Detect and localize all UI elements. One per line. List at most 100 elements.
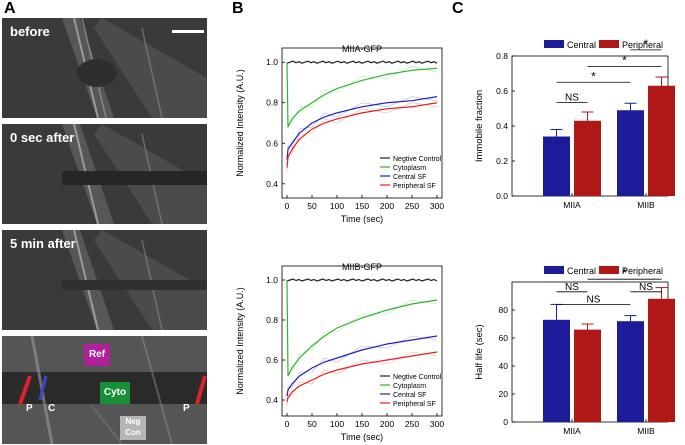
- roi-c-line: [38, 375, 48, 401]
- micrograph-roi: Ref Cyto Neg Con P C P: [2, 336, 207, 444]
- halflife-ytick-label-0: 0: [503, 417, 508, 427]
- miia-xtick-label-3: 150: [355, 201, 369, 211]
- roi-c-label: C: [48, 403, 56, 414]
- miia-legend-label-1: Cytoplasm: [393, 165, 426, 172]
- bar-chart-immobile-fraction: 0.0 0.2 0.4 0.6 0.8 Immobile fraction MIIA MIIB…: [474, 37, 675, 210]
- halflife-bar-MIIB-Peripheral: [648, 298, 675, 422]
- miib-xtick-label-6: 300: [430, 419, 444, 429]
- miia-xtick-label-2: 100: [330, 201, 344, 211]
- miib-xtick-label-3: 150: [355, 419, 369, 429]
- immobile-ytick-label-0: 0.0: [496, 191, 508, 201]
- miia-xtick-label-0: 0: [285, 201, 290, 211]
- miia-series-1-line: [286, 62, 438, 128]
- micrograph-5min-texture: [2, 230, 207, 330]
- roi-neg-con-line1: Neg: [125, 417, 141, 426]
- immobile-ylabel: Immobile fraction: [474, 90, 485, 162]
- immobile-ytick-label-4: 0.8: [496, 51, 508, 61]
- miia-series-1-noise: [286, 65, 438, 124]
- immobile-annotation-label-2: *: [622, 54, 627, 68]
- halflife-ytick-label-2: 40: [499, 361, 509, 371]
- roi-lines: [18, 375, 207, 405]
- miib-title: MIIB-GFP: [342, 262, 382, 272]
- miib-ytick-label-0: 0.4: [266, 395, 278, 405]
- immobile-annotation-label-0: NS: [565, 92, 579, 103]
- immobile-legend-swatch-0: [544, 40, 564, 48]
- roi-p-left-label: P: [26, 403, 33, 414]
- halflife-bar-MIIB-Central: [617, 321, 644, 422]
- miia-legend-label-0: Negtive Control: [393, 156, 442, 163]
- miia-ytick-label-1: 0.6: [266, 138, 278, 148]
- miia-legend-label-3: Peripheral SF: [393, 183, 436, 190]
- halflife-xtick-label-0: MIIA: [563, 426, 581, 436]
- panel-letter-a: A: [4, 0, 16, 17]
- miia-legend-label-2: Central SF: [393, 174, 426, 181]
- halflife-xtick-label-1: MIIB: [637, 426, 655, 436]
- roi-ref: Ref: [84, 344, 110, 366]
- immobile-bar-MIIA-Central: [543, 136, 570, 196]
- immobile-xtick-label-0: MIIA: [563, 200, 581, 210]
- halflife-ytick-label-4: 80: [499, 305, 509, 315]
- halflife-annotation-label-0: NS: [587, 294, 601, 305]
- immobile-bar-MIIA-Peripheral: [574, 120, 601, 196]
- miib-xtick-label-2: 100: [330, 419, 344, 429]
- miia-series-2-line: [286, 96, 438, 160]
- miib-ytick-label-1: 0.6: [266, 355, 278, 365]
- roi-neg-con: Neg Con: [120, 416, 146, 440]
- miib-legend-label-2: Central SF: [393, 392, 426, 399]
- halflife-ytick-label-3: 60: [499, 333, 509, 343]
- miia-ytick-label-2: 0.8: [266, 98, 278, 108]
- miia-series-3-line: [286, 102, 438, 168]
- miib-series-1-noise: [286, 283, 438, 373]
- immobile-ytick-label-2: 0.4: [496, 121, 508, 131]
- miia-xtick-label-5: 250: [405, 201, 419, 211]
- miia-ylabel: Normalized Intensity (A.U.): [235, 69, 245, 177]
- immobile-bar-MIIB-Peripheral: [648, 85, 675, 196]
- micrograph-before-label: before: [10, 24, 50, 39]
- halflife-legend-swatch-1: [599, 266, 619, 274]
- roi-cyto: Cyto: [100, 382, 130, 404]
- micrograph-0sec-texture: [2, 124, 207, 224]
- halflife-ylabel: Half life (sec): [474, 324, 485, 379]
- immobile-legend-label-0: Central: [567, 40, 596, 50]
- halflife-legend-label-0: Central: [567, 266, 596, 276]
- immobile-xtick-label-1: MIIB: [637, 200, 655, 210]
- miib-series-2-line: [286, 335, 438, 397]
- micrograph-5min: 5 min after: [2, 230, 207, 330]
- halflife-annotation-label-3: *: [622, 266, 627, 280]
- miia-ytick-label-0: 0.4: [266, 179, 278, 189]
- halflife-legend-swatch-0: [544, 266, 564, 274]
- miib-ytick-label-3: 1.0: [266, 275, 278, 285]
- micrograph-5min-label: 5 min after: [10, 236, 76, 251]
- roi-p-right-label: P: [183, 403, 190, 414]
- halflife-legend-label-1: Peripheral: [622, 266, 663, 276]
- halflife-annotation-label-2: NS: [639, 282, 653, 293]
- immobile-legend-swatch-1: [599, 40, 619, 48]
- miib-legend-label-1: Cytoplasm: [393, 383, 426, 390]
- line-chart-miia: MIIA-GFP 0 50 100 150 200 250 300 0.4 0.6 0.8 1.0 Ti…: [235, 44, 444, 224]
- bar-chart-half-life: 0 20 40 60 80 Half life (sec) MIIA MIIB NS NS NS * C…: [474, 266, 675, 436]
- immobile-annotation-label-1: *: [591, 69, 596, 83]
- miib-xlabel: Time (sec): [341, 432, 383, 442]
- miia-series-0-line: [286, 60, 438, 64]
- miia-xtick-label-6: 300: [430, 201, 444, 211]
- miia-xtick-label-1: 50: [307, 201, 317, 211]
- immobile-annotation-label-3: *: [644, 37, 649, 51]
- miia-ytick-label-3: 1.0: [266, 57, 278, 67]
- immobile-ytick-label-1: 0.2: [496, 156, 508, 166]
- miib-xtick-label-1: 50: [307, 419, 317, 429]
- miib-xtick-label-4: 200: [380, 419, 394, 429]
- panel-letter-b: B: [232, 0, 244, 17]
- miib-series-1-line: [286, 279, 438, 377]
- roi-neg-con-line2: Con: [125, 428, 141, 437]
- miib-legend-label-3: Peripheral SF: [393, 401, 436, 408]
- miib-series-3-noise: [286, 351, 438, 407]
- immobile-ytick-label-3: 0.6: [496, 86, 508, 96]
- micrograph-before: before: [2, 18, 207, 118]
- miib-series-3-line: [286, 351, 438, 403]
- miib-series-2-noise: [286, 335, 438, 401]
- miia-series-2-noise: [286, 96, 438, 164]
- miib-ylabel: Normalized Intensity (A.U.): [235, 287, 245, 395]
- miia-title: MIIA-GFP: [342, 44, 382, 54]
- miib-series-0-line: [286, 278, 438, 282]
- micrograph-0sec-label: 0 sec after: [10, 130, 75, 145]
